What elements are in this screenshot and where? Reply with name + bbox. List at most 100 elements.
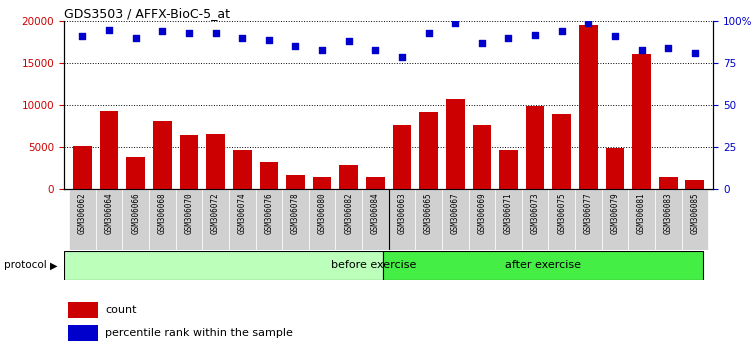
Point [210,30,222,36]
Point [237,35,249,41]
Point [263,37,275,42]
Point [103,27,115,33]
Text: GSM306070: GSM306070 [185,193,194,234]
Text: GSM306080: GSM306080 [318,193,327,234]
Bar [255,189,282,250]
Bar [442,189,469,250]
Text: percentile rank within the sample: percentile rank within the sample [105,328,293,338]
Point [342,39,354,44]
Bar [336,189,362,250]
Text: GSM306069: GSM306069 [478,193,487,234]
Bar [393,125,412,189]
Text: GSM306067: GSM306067 [451,193,460,234]
Point [449,20,461,26]
Text: GSM306073: GSM306073 [530,193,539,234]
Bar [632,54,651,189]
Text: GSM306085: GSM306085 [690,193,699,234]
Text: GSM306078: GSM306078 [291,193,300,234]
Text: GSM306083: GSM306083 [664,193,673,234]
Bar [499,150,517,189]
Bar [73,146,92,189]
Bar [207,134,225,189]
Text: GSM306062: GSM306062 [78,193,87,234]
Point [582,20,594,26]
Bar [526,106,544,189]
Bar [153,121,172,189]
Bar [419,112,438,189]
Text: ▶: ▶ [50,261,58,270]
Point [396,54,408,59]
Bar [260,162,278,189]
Text: GSM306077: GSM306077 [584,193,593,234]
Bar [233,150,252,189]
Point [529,32,541,38]
Bar [605,148,624,189]
Point [156,29,168,34]
Point [369,47,382,53]
Bar [282,189,309,250]
Point [130,35,142,41]
Text: count: count [105,305,137,315]
Bar [659,177,677,189]
Bar [68,325,98,341]
Point [77,34,89,39]
Text: GSM306071: GSM306071 [504,193,513,234]
Bar [469,189,495,250]
Bar [548,189,575,250]
Bar [96,189,122,250]
Bar [309,189,336,250]
Point [609,34,621,39]
Point [289,44,301,49]
Text: GSM306082: GSM306082 [344,193,353,234]
Text: GSM306066: GSM306066 [131,193,140,234]
Bar [655,189,681,250]
Point [423,30,435,36]
Text: GSM306065: GSM306065 [424,193,433,234]
Text: before exercise: before exercise [331,261,417,270]
Text: protocol: protocol [4,261,47,270]
Text: GSM306079: GSM306079 [611,193,620,234]
Text: GDS3503 / AFFX-BioC-5_at: GDS3503 / AFFX-BioC-5_at [64,7,230,20]
Bar [579,25,598,189]
Point [635,47,647,53]
Text: GSM306072: GSM306072 [211,193,220,234]
Point [556,29,568,34]
Bar [681,189,708,250]
Point [183,30,195,36]
Bar [122,189,149,250]
Bar [362,189,389,250]
Point [502,35,514,41]
Bar [629,189,655,250]
Point [689,50,701,56]
Bar [366,177,385,189]
Bar [553,114,571,189]
Text: after exercise: after exercise [505,261,581,270]
Bar [339,165,358,189]
Text: GSM306081: GSM306081 [637,193,646,234]
Text: GSM306084: GSM306084 [371,193,380,234]
Bar [446,99,465,189]
Bar [686,180,704,189]
Bar [126,156,145,189]
Bar [415,189,442,250]
Bar [286,175,305,189]
Bar [149,189,176,250]
Bar [522,189,548,250]
Bar [495,189,522,250]
Bar [575,189,602,250]
Text: GSM306063: GSM306063 [397,193,406,234]
Text: GSM306064: GSM306064 [104,193,113,234]
Bar [64,251,383,280]
Bar [389,189,415,250]
Bar [383,251,703,280]
Text: GSM306074: GSM306074 [238,193,247,234]
Bar [472,125,491,189]
Bar [202,189,229,250]
Point [316,47,328,53]
Bar [100,111,119,189]
Bar [312,177,331,189]
Bar [229,189,255,250]
Text: GSM306068: GSM306068 [158,193,167,234]
Bar [69,189,96,250]
Bar [68,302,98,318]
